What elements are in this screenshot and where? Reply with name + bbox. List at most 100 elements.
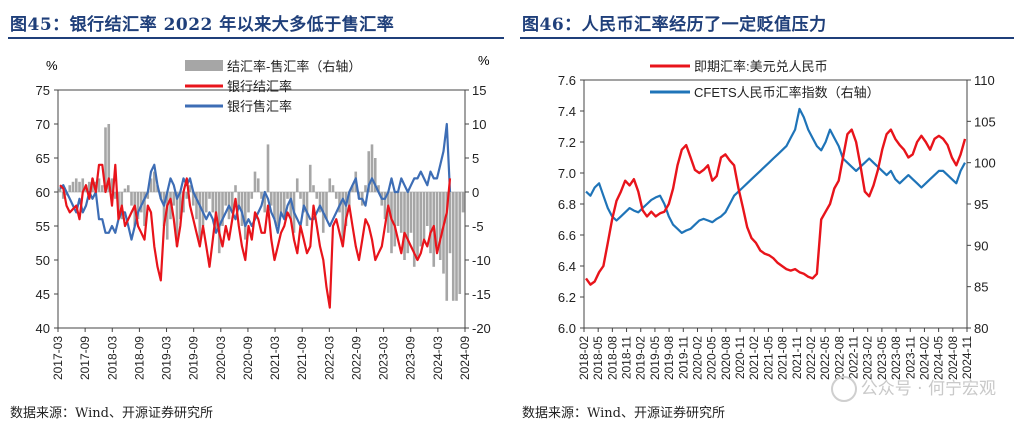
diff-bar bbox=[195, 192, 198, 220]
diff-bar bbox=[185, 192, 189, 199]
diff-bar bbox=[175, 192, 179, 247]
legend-label: CFETS人民币汇率指数（右轴） bbox=[694, 85, 880, 100]
x-tick-label: 2022-09 bbox=[349, 336, 363, 380]
y-right-tick-label: 90 bbox=[974, 238, 988, 253]
x-tick-label: 2020-11 bbox=[733, 336, 747, 379]
diff-bar bbox=[240, 192, 244, 226]
y-left-tick-label: 7.0 bbox=[558, 166, 576, 181]
y-left-tick-label: 6.2 bbox=[558, 290, 576, 305]
y-right-tick-label: -5 bbox=[472, 219, 484, 234]
legend-label: 银行售汇率 bbox=[227, 99, 292, 114]
diff-bar bbox=[211, 192, 215, 213]
diff-bar bbox=[162, 192, 166, 226]
x-tick-label: 2018-03 bbox=[105, 336, 119, 380]
diff-bar bbox=[383, 192, 387, 220]
y-left-tick-label: 65 bbox=[36, 151, 50, 166]
diff-bar bbox=[250, 192, 254, 199]
x-tick-label: 2024-09 bbox=[458, 336, 472, 380]
diff-bar bbox=[318, 192, 322, 213]
diff-bar bbox=[442, 192, 445, 274]
x-tick-label: 2020-03 bbox=[214, 336, 228, 380]
diff-bar bbox=[295, 178, 299, 192]
diff-bar bbox=[377, 185, 380, 192]
y-left-tick-label: 7.4 bbox=[558, 104, 576, 119]
diff-bar bbox=[256, 178, 260, 192]
diff-bar bbox=[367, 151, 371, 192]
x-tick-label: 2018-05 bbox=[591, 336, 605, 380]
diff-bar bbox=[263, 192, 267, 213]
legend-label: 结汇率-售汇率（右轴） bbox=[227, 59, 361, 74]
left-source: 数据来源：Wind、开源证券研究所 bbox=[10, 406, 213, 421]
x-tick-label: 2021-11 bbox=[790, 336, 804, 379]
diff-bar bbox=[234, 185, 237, 192]
diff-bar bbox=[165, 192, 169, 240]
diff-bar bbox=[328, 178, 332, 192]
diff-bar bbox=[113, 192, 117, 199]
diff-bar bbox=[81, 178, 85, 192]
diff-bar bbox=[260, 192, 263, 199]
x-tick-label: 2019-11 bbox=[676, 336, 690, 379]
diff-bar bbox=[289, 192, 293, 220]
diff-bar bbox=[396, 192, 400, 226]
diff-bar bbox=[299, 192, 302, 199]
x-tick-label: 2019-05 bbox=[648, 336, 662, 380]
diff-bar bbox=[130, 192, 133, 206]
x-tick-label: 2023-11 bbox=[903, 336, 917, 379]
y-right-tick-label: -10 bbox=[472, 253, 491, 268]
y-right-tick-label: 0 bbox=[472, 185, 479, 200]
diff-bar bbox=[312, 185, 315, 192]
x-tick-label: 2019-08 bbox=[662, 336, 676, 380]
right-title-rule bbox=[520, 37, 1014, 39]
diff-bar bbox=[390, 192, 393, 254]
diff-bar bbox=[399, 192, 403, 233]
diff-bar bbox=[100, 185, 104, 192]
x-tick-label: 2023-05 bbox=[875, 336, 889, 380]
diff-bar bbox=[273, 192, 276, 220]
right-chart: 6.0 6.2 6.4 6.6 6.8 7.0 7.2 7.4 7.6 80 85 90 95 100 10… bbox=[558, 59, 996, 380]
x-tick-label: 2021-08 bbox=[776, 336, 790, 380]
diff-bar bbox=[61, 192, 65, 199]
diff-bar bbox=[286, 192, 289, 199]
x-tick-label: 2023-09 bbox=[404, 336, 418, 380]
diff-bar bbox=[237, 192, 241, 206]
x-tick-label: 2020-09 bbox=[241, 336, 255, 380]
x-tick-label: 2018-08 bbox=[605, 336, 619, 380]
diff-bar bbox=[269, 192, 273, 206]
left-axis-unit-left: % bbox=[46, 58, 58, 73]
watermark-text: 公众号 · 何宁宏观 bbox=[860, 379, 996, 399]
diff-bar bbox=[266, 144, 270, 192]
x-tick-label: 2017-09 bbox=[78, 336, 92, 380]
y-left-tick-label: 6.6 bbox=[558, 228, 576, 243]
diff-bar bbox=[445, 192, 449, 301]
x-tick-label: 2024-08 bbox=[946, 336, 960, 380]
y-left-tick-label: 7.6 bbox=[558, 73, 576, 88]
x-tick-label: 2020-08 bbox=[719, 336, 733, 380]
diff-bar bbox=[74, 178, 78, 192]
diff-bar bbox=[247, 192, 250, 213]
diff-bar bbox=[419, 192, 423, 247]
y-right-tick-label: -20 bbox=[472, 321, 491, 336]
diff-bar bbox=[435, 192, 439, 247]
left-axis-unit-right: % bbox=[478, 53, 490, 68]
y-left-tick-label: 55 bbox=[36, 219, 50, 234]
diff-bar bbox=[315, 192, 319, 199]
y-left-tick-label: 50 bbox=[36, 253, 50, 268]
diff-bar bbox=[422, 192, 426, 240]
x-tick-label: 2019-03 bbox=[160, 336, 174, 380]
diff-bar bbox=[110, 178, 114, 192]
x-tick-label: 2021-03 bbox=[268, 336, 282, 380]
diff-bar bbox=[178, 192, 182, 220]
y-left-tick-label: 75 bbox=[36, 83, 50, 98]
x-tick-label: 2024-03 bbox=[431, 336, 445, 380]
cfets-index-line bbox=[585, 107, 966, 234]
legend-label: 银行结汇率 bbox=[227, 79, 292, 94]
diff-bar bbox=[412, 192, 416, 267]
diff-bar bbox=[308, 164, 312, 192]
diff-bar bbox=[403, 192, 406, 260]
diff-bar bbox=[217, 192, 221, 254]
diff-bar bbox=[438, 192, 442, 260]
y-right-tick-label: 15 bbox=[472, 83, 486, 98]
y-right-tick-label: 10 bbox=[472, 117, 486, 132]
diff-bar bbox=[351, 185, 354, 192]
diff-bar bbox=[338, 192, 341, 213]
